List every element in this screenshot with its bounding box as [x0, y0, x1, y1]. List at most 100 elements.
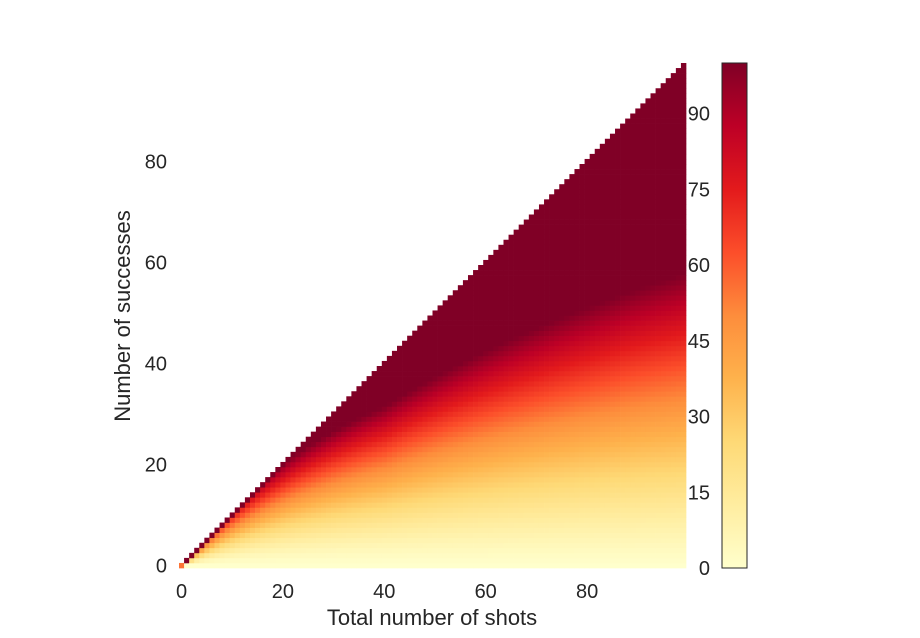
heatmap-cell	[655, 138, 661, 145]
heatmap-cell	[615, 477, 621, 483]
heatmap-cell	[290, 456, 296, 463]
heatmap-cell	[589, 300, 596, 306]
heatmap-cell	[645, 366, 651, 372]
heatmap-cell	[675, 416, 682, 422]
heatmap-cell	[417, 492, 423, 498]
heatmap-cell	[523, 512, 530, 518]
heatmap-cell	[549, 330, 555, 337]
heatmap-cell	[660, 396, 667, 402]
heatmap-cell	[554, 396, 560, 402]
heatmap-cell	[559, 507, 565, 513]
heatmap-cell	[635, 153, 641, 160]
heatmap-cell	[275, 487, 281, 493]
heatmap-cell	[447, 396, 454, 402]
heatmap-cell	[599, 431, 606, 438]
heatmap-cell	[366, 446, 373, 453]
heatmap-cell	[391, 467, 398, 473]
heatmap-cell	[675, 249, 682, 256]
heatmap-cell	[204, 542, 210, 549]
heatmap-cell	[351, 487, 357, 493]
heatmap-cell	[594, 406, 601, 412]
heatmap-cell	[412, 512, 418, 518]
heatmap-cell	[442, 552, 449, 559]
heatmap-cell	[544, 532, 550, 539]
heatmap-cell	[640, 153, 646, 160]
heatmap-cell	[604, 179, 611, 185]
heatmap-cell	[538, 376, 545, 382]
heatmap-cell	[604, 497, 611, 503]
heatmap-cell	[397, 391, 403, 397]
heatmap-cell	[660, 376, 667, 382]
heatmap-cell	[680, 502, 687, 508]
heatmap-cell	[457, 436, 464, 443]
heatmap-cell	[513, 381, 520, 387]
heatmap-cell	[457, 532, 464, 539]
heatmap-cell	[665, 103, 672, 109]
heatmap-cell	[625, 371, 631, 377]
heatmap-cell	[533, 552, 540, 559]
heatmap-cell	[386, 492, 393, 498]
heatmap-cell	[579, 396, 585, 402]
heatmap-cell	[376, 477, 383, 483]
heatmap-cell	[528, 285, 535, 291]
heatmap-cell	[645, 552, 651, 559]
heatmap-cell	[452, 325, 459, 331]
heatmap-cell	[660, 234, 667, 241]
heatmap-cell	[645, 270, 651, 276]
heatmap-cell	[280, 492, 286, 498]
heatmap-cell	[554, 295, 560, 301]
heatmap-cell	[645, 310, 651, 316]
heatmap-cell	[670, 189, 677, 195]
heatmap-cell	[498, 497, 504, 503]
heatmap-cell	[467, 507, 474, 513]
heatmap-cell	[473, 401, 479, 407]
heatmap-cell	[604, 451, 611, 458]
heatmap-cell	[310, 497, 317, 503]
heatmap-cell	[640, 189, 646, 195]
heatmap-cell	[665, 386, 672, 392]
heatmap-cell	[457, 335, 464, 342]
heatmap-cell	[645, 118, 651, 124]
heatmap-cell	[442, 325, 449, 331]
heatmap-cell	[488, 522, 494, 528]
heatmap-cell	[660, 527, 667, 533]
heatmap-cell	[371, 376, 378, 382]
heatmap-cell	[422, 512, 428, 518]
heatmap-cell	[599, 401, 606, 407]
heatmap-cell	[544, 522, 550, 528]
heatmap-cell	[462, 376, 469, 382]
heatmap-cell	[599, 396, 606, 402]
heatmap-cell	[554, 265, 560, 271]
heatmap-cell	[386, 467, 393, 473]
heatmap-cell	[538, 290, 545, 296]
heatmap-cell	[655, 345, 661, 352]
heatmap-cell	[574, 532, 580, 539]
heatmap-cell	[660, 482, 667, 488]
heatmap-cell	[630, 123, 636, 129]
heatmap-cell	[331, 562, 337, 569]
heatmap-cell	[650, 234, 656, 241]
heatmap-cell	[493, 315, 499, 321]
heatmap-cell	[300, 527, 307, 533]
heatmap-cell	[386, 547, 393, 554]
heatmap-cell	[635, 562, 641, 569]
heatmap-cell	[310, 472, 317, 478]
heatmap-cell	[655, 366, 661, 372]
heatmap-cell	[513, 487, 520, 493]
heatmap-cell	[452, 467, 459, 473]
heatmap-cell	[680, 376, 687, 382]
heatmap-cell	[660, 265, 667, 271]
heatmap-cell	[538, 229, 545, 236]
heatmap-cell	[473, 552, 479, 559]
heatmap-cell	[680, 340, 687, 347]
heatmap-cell	[473, 492, 479, 498]
heatmap-cell	[655, 411, 661, 417]
heatmap-cell	[579, 270, 585, 276]
heatmap-cell	[336, 411, 342, 417]
heatmap-cell	[569, 381, 575, 387]
heatmap-cell	[305, 542, 312, 549]
heatmap-cell	[609, 254, 616, 261]
heatmap-cell	[645, 446, 651, 453]
heatmap-cell	[538, 456, 545, 463]
heatmap-cell	[635, 305, 641, 311]
